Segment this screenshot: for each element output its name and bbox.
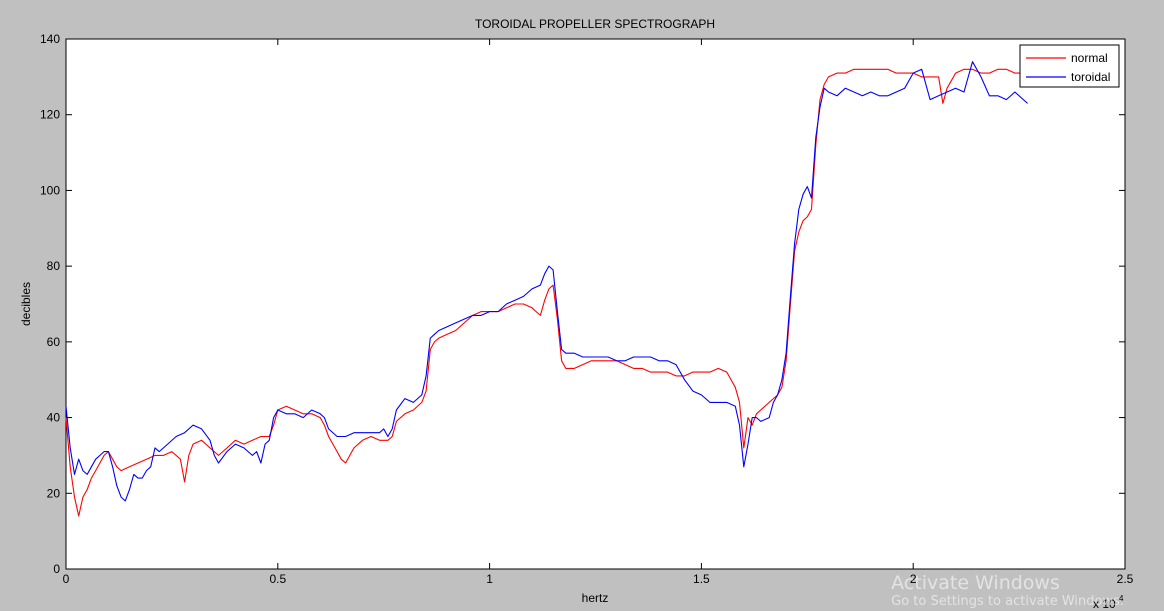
series-line-normal: [65, 68, 1024, 517]
x-axis-exponent-power: 4: [1119, 594, 1124, 603]
y-tick-label: 20: [47, 486, 61, 500]
x-axis-label: hertz: [582, 591, 609, 605]
y-tick-label: 120: [40, 108, 60, 122]
y-axis-label: decibles: [19, 282, 33, 326]
x-axis-exponent-base: x 10: [1093, 597, 1116, 611]
chart-title: TOROIDAL PROPELLER SPECTROGRAPH: [475, 17, 715, 31]
x-axis-exponent: x 10 4: [1093, 594, 1124, 611]
plot-area: [65, 38, 1126, 570]
y-tick-label: 80: [47, 259, 61, 273]
series-line-toroidal: [65, 61, 1028, 502]
series-lines: [65, 61, 1028, 517]
x-tick-label: 1.5: [693, 572, 710, 586]
x-tick-label: 2.5: [1117, 572, 1134, 586]
legend-label-toroidal: toroidal: [1071, 70, 1110, 84]
x-tick-label: 1: [486, 572, 493, 586]
y-tick-label: 140: [40, 32, 60, 46]
legend: normal toroidal: [1019, 44, 1120, 88]
y-tick-label: 0: [53, 562, 60, 576]
legend-box: [1019, 44, 1120, 88]
axis-ticks: 0 0.5 1 1.5 2 2.5 0 20 40 60 80 100 120 140: [40, 32, 1134, 586]
y-tick-label: 60: [47, 335, 61, 349]
y-tick-label: 40: [47, 411, 61, 425]
x-tick-label: 0: [63, 572, 70, 586]
x-tick-label: 2: [910, 572, 917, 586]
y-tick-label: 100: [40, 183, 60, 197]
legend-label-normal: normal: [1071, 51, 1108, 65]
x-tick-label: 0.5: [269, 572, 286, 586]
